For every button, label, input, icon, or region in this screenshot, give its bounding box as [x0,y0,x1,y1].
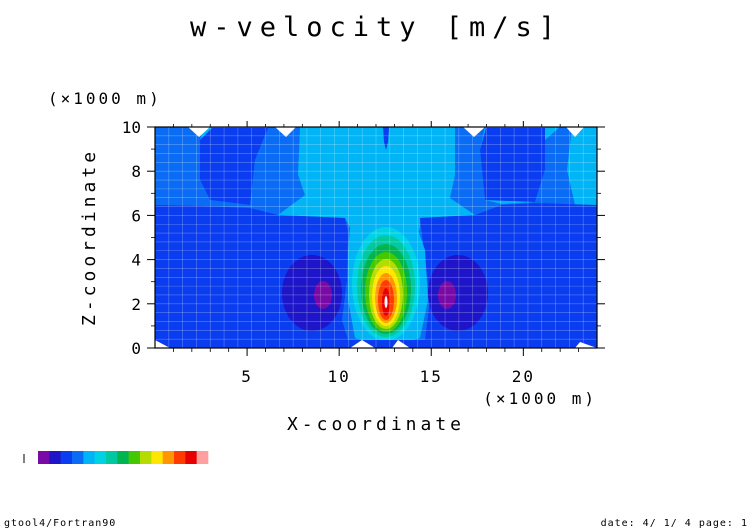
y-tick-label: 4 [131,251,141,270]
chart-title: w-velocity [m/s] [190,12,562,43]
x-tick-label: 15 [420,367,443,386]
colorbar-swatch [185,451,197,464]
x-axis-label: X-coordinate [287,414,465,435]
x-tick-label: 5 [241,367,253,386]
downdraft-left-inner [314,281,332,309]
downdraft-right-inner [438,281,456,309]
contour-bottom [155,340,597,348]
y-unit-label: (×1000 m) [48,89,162,108]
axis-ticks: 5 10 15 20 0 2 4 6 8 10 [122,118,605,386]
y-tick-label: 8 [131,162,141,181]
plot-area: 5 10 15 20 0 2 4 6 8 10 [122,118,605,386]
x-tick-label: 20 [512,367,535,386]
contour-gap [566,127,584,137]
contour-edge [200,128,268,205]
contour-top-plume [383,127,389,150]
y-tick-label: 10 [122,118,141,137]
contour-gap [188,127,210,137]
colorbar-swatch [60,451,73,464]
colorbar-swatch [117,451,129,464]
contour-gap [350,340,375,348]
colorbar-swatch [128,451,141,464]
colorbar-swatch [72,451,84,464]
x-tick-label: 10 [328,367,351,386]
y-tick-label: 0 [131,339,141,358]
colorbar-swatch [49,451,61,464]
colorbar-swatch [140,451,152,464]
colorbar-swatch [196,451,209,464]
colorbar-swatch [162,451,175,464]
contour-gap [155,340,170,348]
contour-gap [275,127,296,137]
downdraft-left-outer [282,255,342,331]
y-axis-label: Z-coordinate [79,148,100,326]
grid [154,126,598,349]
colorbar-swatch [151,451,163,464]
colorbar-swatch [174,451,186,464]
x-unit-label: (×1000 m) [483,389,597,408]
y-tick-label: 6 [131,206,141,225]
footer-left: gtool4/Fortran90 [4,518,116,529]
contour-gap [463,127,485,137]
footer-right: date: 4/ 1/ 4 page: 1 [601,518,748,529]
updraft-core [384,296,388,308]
contour-fill [155,127,597,348]
colorbar-swatch [83,451,95,464]
contour-gap [392,340,410,348]
colorbar-swatch [38,451,50,464]
downdraft-right-outer [428,255,488,331]
y-tick-label: 2 [131,295,141,314]
colorbar [38,451,209,464]
colorbar-swatch [94,451,107,464]
contour-edge [480,128,545,202]
colorbar-swatch [106,451,118,464]
contour-gap [575,342,597,348]
